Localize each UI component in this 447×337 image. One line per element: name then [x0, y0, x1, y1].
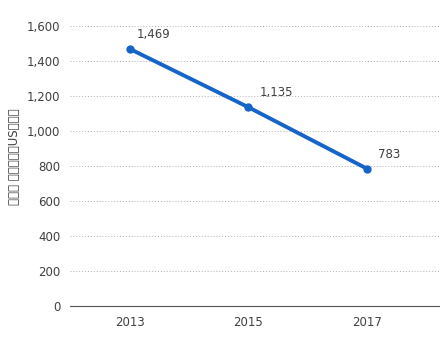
Text: 1,469: 1,469 [136, 28, 170, 41]
Y-axis label: 平均の 月別収入（USドル）: 平均の 月別収入（USドル） [8, 109, 21, 206]
Text: 783: 783 [379, 148, 401, 161]
Text: 1,135: 1,135 [260, 86, 293, 99]
